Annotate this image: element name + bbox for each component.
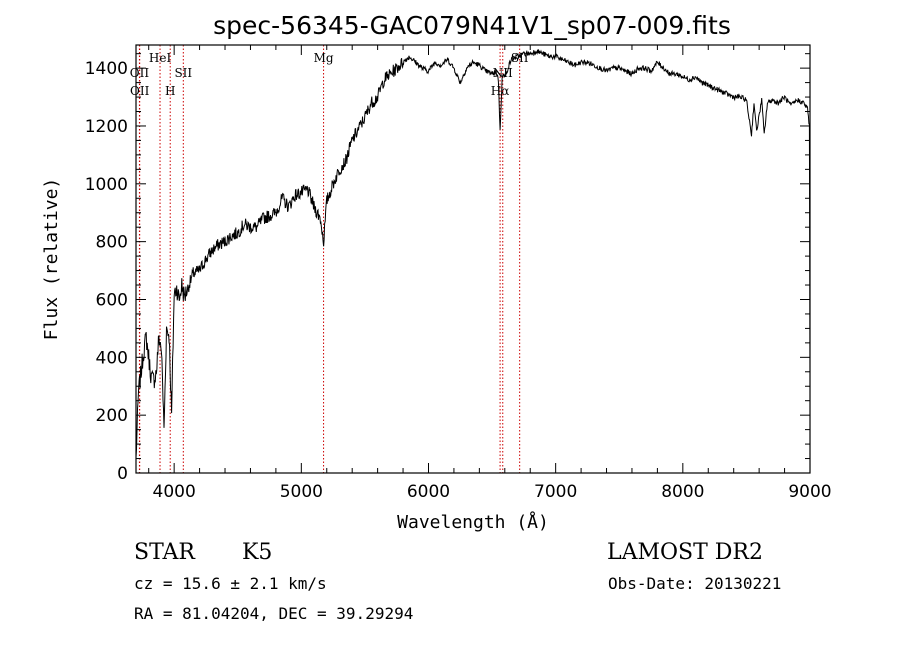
spectral-line-label: Hα	[491, 84, 510, 98]
x-tick-label: 5000	[280, 482, 323, 502]
survey-label: LAMOST DR2	[607, 540, 763, 565]
x-tick-label: 4000	[153, 482, 196, 502]
x-tick-label: 8000	[661, 482, 704, 502]
spectrum-series	[135, 49, 811, 457]
x-tick-label: 6000	[407, 482, 450, 502]
obs-date: Obs-Date: 20130221	[608, 574, 782, 593]
y-tick-label: 400	[96, 348, 128, 368]
axis-ticks: 4000 5000 6000 7000 8000 9000 0 200 400 600 800 100…	[85, 45, 832, 502]
y-tick-label: 600	[96, 290, 128, 310]
spectrum-line	[135, 49, 811, 457]
y-axis-label: Flux (relative)	[41, 178, 62, 341]
spectral-line-label: SII	[174, 66, 192, 80]
y-tick-label: 200	[96, 406, 128, 426]
y-tick-label: 1000	[85, 175, 128, 195]
spectral-line-label: Mg	[314, 51, 334, 65]
redshift-readout: cz = 15.6 ± 2.1 km/s	[134, 574, 327, 593]
object-subclass: K5	[242, 540, 273, 565]
y-tick-label: 1200	[85, 117, 128, 137]
x-axis-label: Wavelength (Å)	[397, 511, 549, 533]
spectral-line-label: H	[165, 84, 175, 98]
object-class: STAR	[134, 540, 195, 565]
coordinates-readout: RA = 81.04204, DEC = 39.29294	[134, 604, 414, 623]
x-tick-label: 9000	[788, 482, 831, 502]
y-tick-label: 800	[96, 233, 128, 253]
spectral-line-label: HeI	[149, 51, 172, 65]
spectral-line-label: OII	[130, 84, 150, 98]
y-tick-label: 0	[117, 464, 128, 484]
chart-title: spec-56345-GAC079N41V1_sp07-009.fits	[213, 11, 731, 40]
x-tick-label: 7000	[534, 482, 577, 502]
plot-frame	[135, 44, 811, 474]
y-tick-label: 1400	[85, 59, 128, 79]
